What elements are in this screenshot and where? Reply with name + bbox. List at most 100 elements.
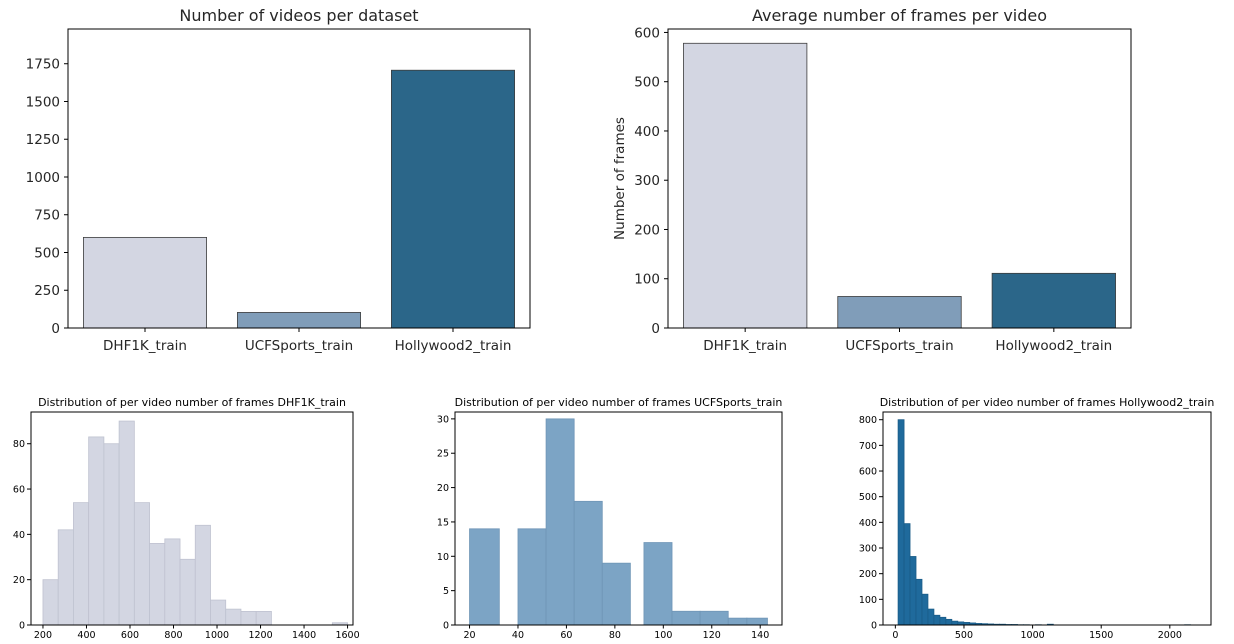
chart-5: Distribution of per video number of fram… xyxy=(859,396,1214,641)
x-tick-label: DHF1K_train xyxy=(703,338,787,354)
histogram-bar xyxy=(42,579,59,626)
histogram-bar xyxy=(939,616,947,626)
histogram-bar xyxy=(903,523,911,626)
x-tick-label: 1600 xyxy=(335,630,359,641)
histogram-bar xyxy=(57,529,74,626)
chart-2: Average number of frames per video DHF1K_… xyxy=(612,6,1132,354)
x-tick-label: 0 xyxy=(892,630,898,641)
x-tick-label: 800 xyxy=(164,630,182,641)
x-tick-label: 1400 xyxy=(292,630,316,641)
chart-title: Average number of frames per video xyxy=(752,6,1047,25)
y-tick-label: 200 xyxy=(634,222,660,238)
bar-DHF1K_train xyxy=(683,42,808,329)
y-tick-label: 1000 xyxy=(26,170,60,186)
y-tick-label: 200 xyxy=(859,569,877,580)
bar-UCFSports_train xyxy=(837,296,962,329)
histogram-bar xyxy=(643,542,673,626)
histogram-bar xyxy=(240,611,257,626)
y-tick-label: 0 xyxy=(651,321,660,337)
y-tick-label: 20 xyxy=(437,483,449,494)
x-tick-label: 100 xyxy=(654,630,672,641)
histogram-bar xyxy=(573,500,603,626)
x-tick-label: 1200 xyxy=(248,630,272,641)
y-tick-label: 1750 xyxy=(26,57,60,73)
histogram-bar xyxy=(149,543,166,626)
chart-title: Distribution of per video number of fram… xyxy=(880,396,1215,409)
y-tick-label: 750 xyxy=(34,208,60,224)
x-tick-label: 40 xyxy=(512,630,524,641)
y-tick-label: 400 xyxy=(634,124,660,140)
x-tick-label: 600 xyxy=(121,630,139,641)
y-tick-label: 0 xyxy=(19,621,25,632)
y-tick-label: 800 xyxy=(859,415,877,426)
x-tick-label: UCFSports_train xyxy=(845,338,953,354)
x-tick-label: 1500 xyxy=(1089,630,1113,641)
y-tick-label: 40 xyxy=(13,530,25,541)
x-tick-label: 400 xyxy=(77,630,95,641)
histogram-bar xyxy=(88,436,105,626)
chart-1: Number of videos per dataset DHF1K_train U… xyxy=(26,6,531,354)
histogram-bar xyxy=(927,608,935,626)
plot-frame xyxy=(667,28,1132,329)
y-tick-label: 100 xyxy=(634,272,660,288)
x-tick-label: 60 xyxy=(560,630,572,641)
histogram-bar xyxy=(921,593,929,626)
histogram-bar xyxy=(255,611,272,626)
x-tick-label: 120 xyxy=(703,630,721,641)
histogram-bar xyxy=(517,528,547,626)
plot-frame xyxy=(882,411,1212,626)
y-tick-label: 25 xyxy=(437,449,449,460)
bar-Hollywood2_train xyxy=(991,272,1116,329)
y-tick-label: 20 xyxy=(13,575,25,586)
x-tick-label: 1000 xyxy=(205,630,229,641)
histogram-bar xyxy=(909,556,917,626)
x-tick-label: UCFSports_train xyxy=(245,338,353,354)
y-tick-label: 0 xyxy=(51,321,60,337)
x-tick-label: 500 xyxy=(955,630,973,641)
chart-title: Distribution of per video number of fram… xyxy=(38,396,346,409)
y-tick-label: 10 xyxy=(437,552,449,563)
histogram-bar xyxy=(897,419,905,626)
y-tick-label: 500 xyxy=(859,492,877,503)
bar-DHF1K_train xyxy=(83,236,207,329)
histogram-bar xyxy=(469,528,500,626)
histogram-bar xyxy=(194,524,211,626)
chart-title: Number of videos per dataset xyxy=(179,6,418,25)
y-tick-label: 250 xyxy=(34,283,60,299)
histogram-bar xyxy=(210,599,227,626)
y-tick-label: 1500 xyxy=(26,94,60,110)
y-tick-label: 600 xyxy=(859,467,877,478)
y-tick-label: 700 xyxy=(859,441,877,452)
chart-4: Distribution of per video number of fram… xyxy=(437,396,783,641)
y-tick-label: 0 xyxy=(871,621,877,632)
y-tick-label: 500 xyxy=(634,75,660,91)
bar-UCFSports_train xyxy=(236,312,361,329)
histogram-bar xyxy=(225,608,242,626)
histogram-bar xyxy=(179,558,196,626)
histogram-bar xyxy=(118,420,135,626)
y-tick-label: 1250 xyxy=(26,132,60,148)
y-tick-label: 600 xyxy=(634,25,660,41)
histogram-bar xyxy=(133,502,150,626)
y-tick-label: 400 xyxy=(859,518,877,529)
histogram-bar xyxy=(699,610,729,626)
histogram-bar xyxy=(951,620,959,626)
y-tick-label: 5 xyxy=(443,586,449,597)
bar-Hollywood2_train xyxy=(390,69,515,329)
x-tick-label: DHF1K_train xyxy=(103,338,187,354)
plot-frame xyxy=(30,411,354,626)
histogram-bar xyxy=(545,418,575,626)
y-axis-label: Number of frames xyxy=(612,117,628,240)
y-tick-label: 30 xyxy=(437,414,449,425)
x-tick-label: 200 xyxy=(34,630,52,641)
y-tick-label: 500 xyxy=(34,245,60,261)
y-tick-label: 60 xyxy=(13,485,25,496)
x-tick-label: Hollywood2_train xyxy=(995,338,1112,354)
y-tick-label: 300 xyxy=(634,173,660,189)
chart-3: Distribution of per video number of fram… xyxy=(13,396,360,641)
histogram-bar xyxy=(746,617,768,626)
x-tick-label: 2000 xyxy=(1158,630,1182,641)
histogram-bar xyxy=(933,614,941,626)
histogram-bar xyxy=(103,443,120,626)
